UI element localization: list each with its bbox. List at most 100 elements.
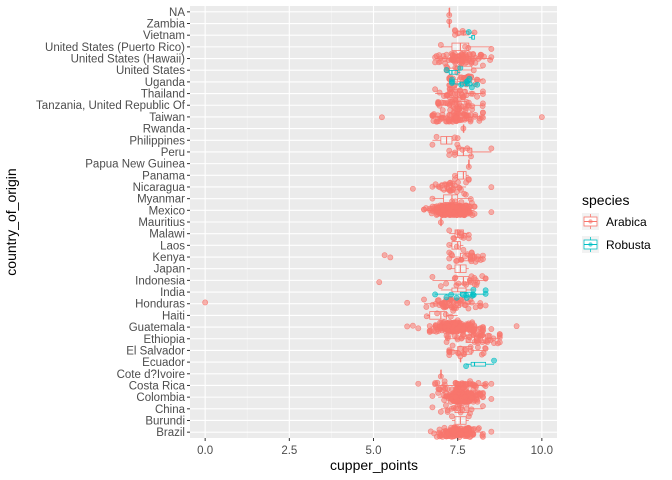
legend-key-point [588, 242, 593, 247]
data-point [481, 381, 488, 388]
data-point [479, 273, 486, 279]
data-point [468, 279, 474, 286]
data-point [436, 89, 443, 96]
outlier-point [415, 380, 422, 387]
box-vietnam-arabica [452, 27, 478, 38]
data-point [437, 408, 444, 415]
data-point [467, 378, 473, 385]
data-point [443, 280, 449, 287]
data-point [442, 311, 449, 318]
y-tick-label: United States [116, 65, 185, 77]
data-point [481, 53, 487, 60]
data-point [439, 107, 446, 114]
y-tick-label: Vietnam [143, 30, 185, 42]
data-point [437, 42, 444, 48]
data-point [432, 181, 439, 188]
data-point [453, 114, 459, 121]
y-tick-label: Ecuador [142, 357, 185, 369]
box-brazil-arabica [427, 424, 495, 440]
outlier-point [488, 380, 495, 387]
data-point [449, 203, 456, 210]
x-axis-ticks: 0.0 2.5 5.0 7.5 10.0 [197, 438, 553, 457]
data-point [465, 176, 472, 182]
box-panama-arabica [452, 171, 472, 183]
data-point [463, 281, 470, 288]
data-point [468, 394, 475, 401]
y-tick-label: Cote d?Ivoire [117, 369, 185, 381]
box-indonesia-arabica [376, 273, 489, 289]
box-na-arabica [446, 7, 453, 18]
data-point [449, 386, 455, 393]
data-point [475, 55, 482, 62]
data-point [470, 50, 476, 57]
data-point [433, 133, 440, 140]
data-point [469, 90, 476, 97]
data-point [467, 410, 473, 417]
box-costa-rica-arabica [415, 378, 495, 393]
data-point [421, 296, 427, 303]
y-tick-label: Kenya [152, 252, 185, 264]
data-point [457, 211, 464, 218]
data-point [451, 149, 458, 156]
legend-label-arabica: Arabica [606, 215, 647, 229]
data-point [446, 18, 453, 25]
data-point [446, 118, 453, 125]
outlier-point [404, 299, 411, 306]
outlier-point [409, 322, 416, 329]
data-point [479, 432, 486, 439]
data-point [482, 287, 489, 294]
data-point [458, 81, 465, 88]
data-point [462, 394, 469, 400]
legend-label-robusta: Robusta [606, 238, 651, 252]
outlier-point [376, 279, 383, 286]
box-colombia-arabica [429, 389, 495, 405]
data-point [467, 434, 473, 440]
data-point [454, 380, 461, 387]
data-point [450, 104, 457, 111]
legend-key-robusta [582, 236, 599, 253]
y-tick-label: Tanzania, United Republic Of [36, 100, 186, 112]
box-myanmar-arabica [429, 190, 475, 206]
data-point [458, 430, 465, 437]
y-tick-label: Philippines [129, 135, 185, 147]
y-tick-label: Malawi [149, 229, 185, 241]
data-point [462, 43, 469, 50]
y-tick-label: United States (Puerto Rico) [45, 42, 185, 54]
y-tick-label: India [160, 287, 186, 299]
box-india-robusta [432, 286, 489, 301]
data-point [453, 100, 460, 107]
y-tick-label: Laos [160, 240, 185, 252]
data-point [457, 87, 464, 94]
data-point [455, 30, 462, 37]
box-taiwan-arabica [379, 109, 545, 125]
data-point [461, 190, 468, 197]
data-point [464, 78, 471, 84]
data-point [443, 67, 450, 73]
data-point [450, 428, 457, 435]
data-point [458, 59, 465, 66]
data-point [472, 258, 479, 265]
data-point [441, 186, 447, 193]
box-japan-arabica [446, 264, 469, 273]
data-point [440, 114, 447, 121]
data-point [463, 99, 470, 105]
data-point [475, 426, 481, 433]
data-point [469, 106, 476, 113]
data-point [441, 99, 447, 106]
outlier-point [482, 302, 489, 309]
data-point [455, 405, 462, 412]
data-point [449, 342, 456, 349]
data-point [441, 381, 448, 388]
data-point [468, 348, 474, 354]
data-point [460, 350, 467, 357]
box-honduras-arabica [202, 296, 489, 312]
data-point [445, 430, 451, 437]
data-point [460, 234, 467, 241]
data-point [472, 382, 479, 389]
y-tick-label: United States (Hawaii) [71, 54, 186, 66]
data-point [466, 326, 473, 333]
data-point [480, 114, 486, 121]
data-point [463, 92, 470, 99]
legend-key-arabica [582, 213, 599, 230]
box-malawi-arabica [446, 227, 472, 242]
